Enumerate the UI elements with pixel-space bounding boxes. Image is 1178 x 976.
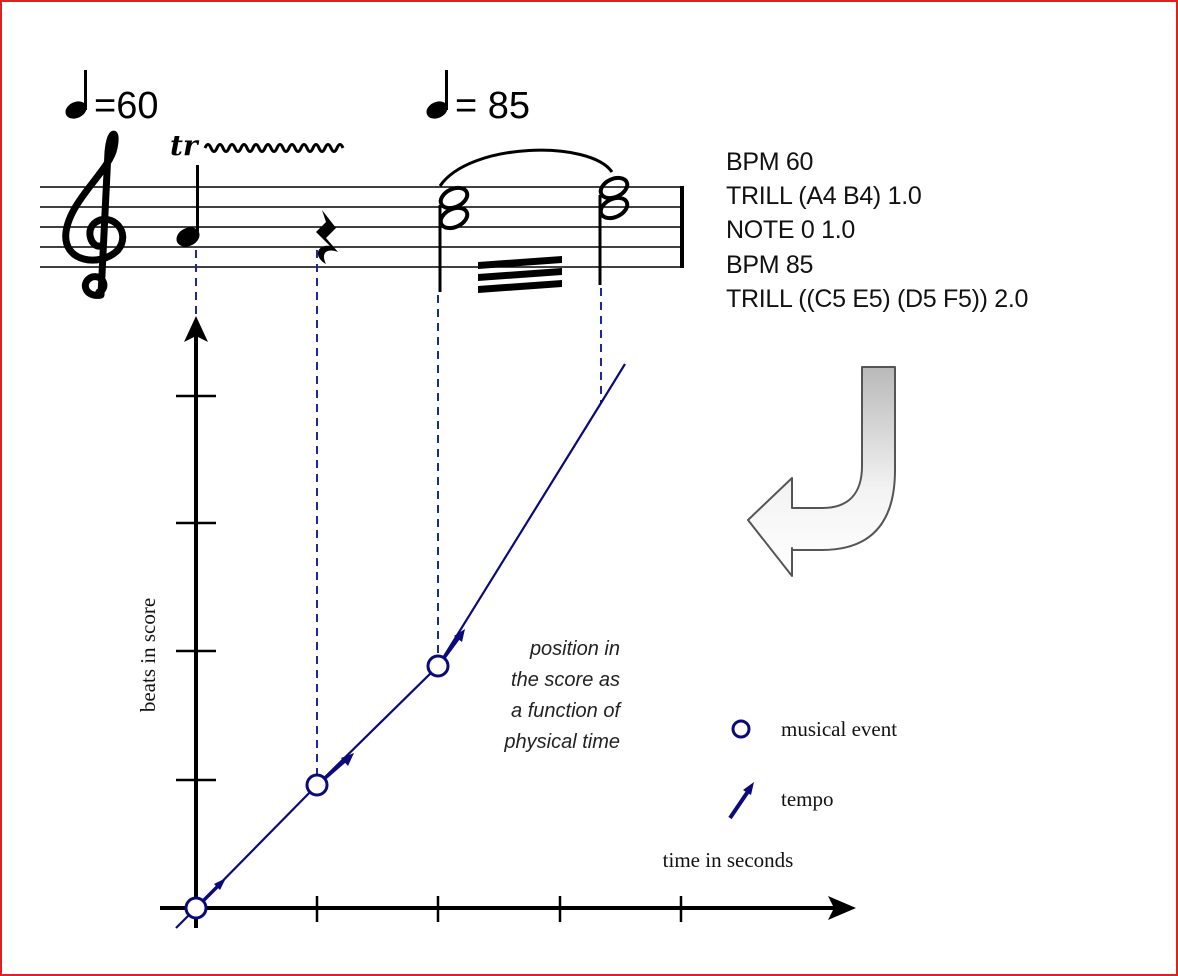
tempo-mark-85: = 85 [426, 70, 530, 127]
tempo-60-label: =60 [94, 85, 158, 127]
note-a4 [176, 165, 200, 247]
code-line-1: BPM 60 [726, 148, 814, 176]
trill-label: tr [170, 129, 200, 162]
quarter-note-icon [65, 70, 87, 119]
treble-clef-icon [62, 130, 127, 299]
bar-line [680, 186, 684, 268]
curve-annotation: position in the score as a function of p… [503, 638, 622, 753]
curved-arrow-icon [747, 366, 896, 577]
event-marker [426, 654, 450, 678]
legend-label-event: musical event [781, 717, 897, 741]
musical-events [184, 654, 450, 920]
x-axis [160, 896, 856, 922]
music-staff [40, 186, 684, 268]
legend-label-tempo: tempo [781, 787, 834, 811]
tempo-85-label: = 85 [455, 85, 530, 127]
code-line-2: TRILL (A4 B4) 1.0 [726, 182, 922, 210]
y-axis [176, 316, 216, 928]
annotation-line-4: physical time [503, 731, 620, 753]
quarter-rest-icon [316, 210, 338, 264]
annotation-line-3: a function of [511, 700, 622, 722]
annotation-line-1: position in [529, 638, 620, 660]
tempo-mark-60: =60 [65, 70, 158, 127]
event-marker [184, 896, 208, 920]
code-line-3: NOTE 0 1.0 [726, 216, 855, 244]
quarter-note-icon [426, 70, 448, 119]
slur [438, 148, 614, 187]
chord-d5-f5 [598, 175, 630, 285]
code-line-4: BPM 85 [726, 251, 814, 279]
chord-c5-e5 [438, 185, 470, 292]
guide-lines [195, 250, 602, 785]
trill-mark: tr [170, 129, 345, 162]
event-marker [305, 773, 329, 797]
y-axis-label: beats in score [136, 598, 160, 712]
legend: musical event tempo [728, 717, 897, 820]
tempo-arrow-icon [728, 782, 754, 820]
trill-wave [203, 143, 345, 153]
circle-icon [731, 719, 751, 739]
code-line-5: TRILL ((C5 E5) (D5 F5)) 2.0 [726, 285, 1029, 313]
x-axis-label: time in seconds [663, 848, 794, 872]
annotation-line-2: the score as [511, 669, 620, 691]
tremolo-beams [478, 256, 562, 293]
